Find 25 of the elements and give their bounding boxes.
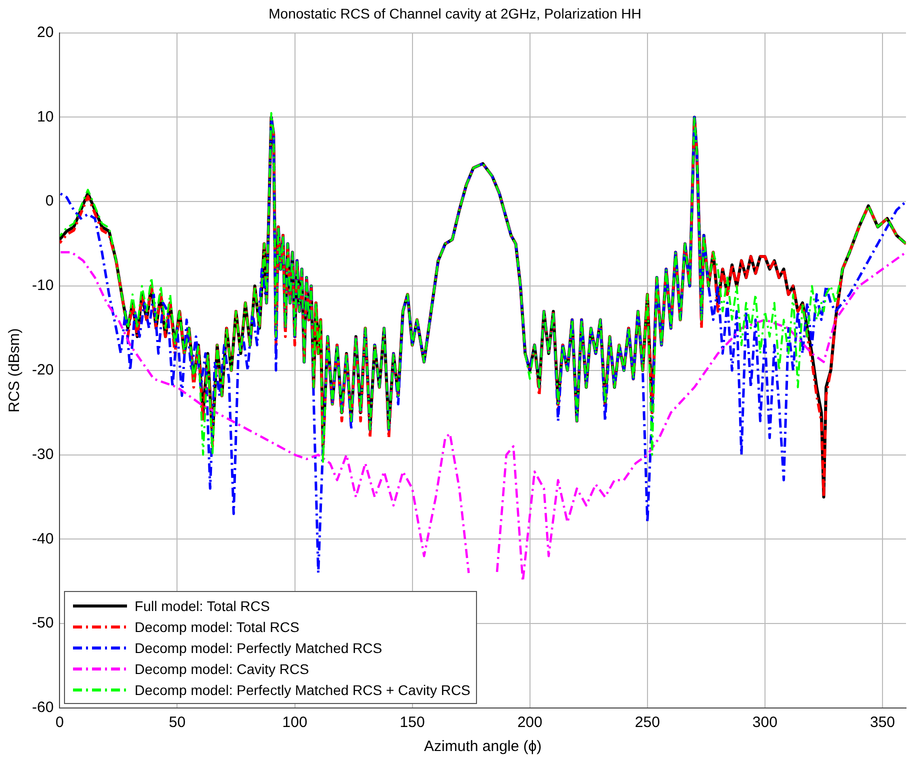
legend-label: Full model: Total RCS	[134, 598, 270, 614]
chart-title: Monostatic RCS of Channel cavity at 2GHz, Polarization HH	[268, 5, 642, 22]
y-tick-label: -30	[32, 446, 54, 463]
x-tick-label: 200	[517, 714, 542, 732]
x-tick-label: 100	[282, 714, 308, 732]
legend-label: Decomp model: Total RCS	[134, 618, 300, 634]
line-series	[60, 116, 906, 574]
x-tick-label: 150	[400, 714, 425, 732]
x-tick-label: 50	[168, 714, 186, 732]
legend-label: Decomp model: Perfectly Matched RCS	[134, 640, 382, 656]
legend-label: Decomp model: Cavity RCS	[134, 660, 309, 676]
y-tick-label: 20	[36, 24, 54, 41]
y-tick-label: -10	[32, 277, 54, 294]
legend-label: Decomp model: Perfectly Matched RCS + Cavity RCS	[134, 682, 470, 698]
x-axis-title: Azimuth angle (ϕ)	[424, 738, 542, 756]
y-tick-label: -40	[32, 530, 54, 548]
y-tick-label: -50	[32, 614, 54, 632]
x-tick-label: 300	[752, 714, 778, 732]
y-tick-label: -60	[32, 699, 54, 716]
y-tick-label: 0	[45, 192, 54, 210]
y-tick-label: -20	[32, 362, 54, 379]
x-tick-label: 250	[634, 714, 660, 732]
y-tick-label: 10	[36, 108, 54, 126]
y-axis-title: RCS (dBsm)	[6, 328, 24, 412]
x-tick-label: 350	[870, 714, 896, 732]
